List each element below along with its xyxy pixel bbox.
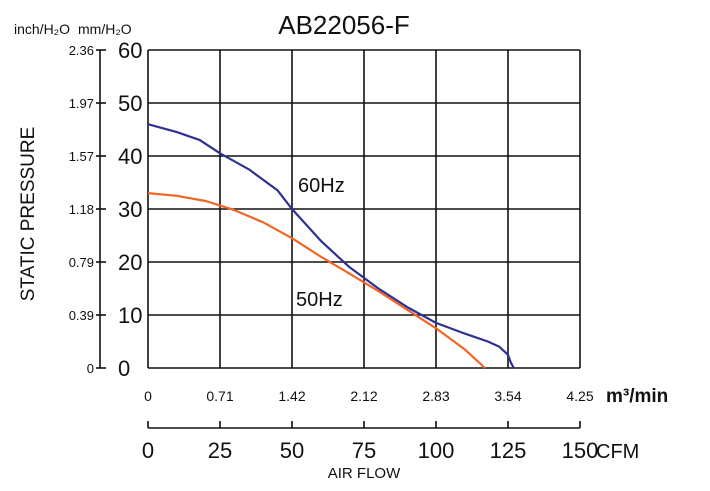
y-tick-label-inch: 0: [87, 361, 94, 376]
y-tick-label-inch: 0.39: [69, 308, 94, 323]
y-axis: 60 2.36 50 1.97 40 1.57 30 1.18 20 0.79 10 0.39 0 0: [69, 38, 143, 381]
x-tick-label-m3: 2.83: [422, 388, 449, 404]
y-tick-label-mm: 20: [118, 250, 142, 275]
chart-title: AB22056-F: [278, 10, 410, 40]
plot-grid: [147, 49, 581, 369]
y-tick-label-inch: 1.18: [69, 202, 94, 217]
y-unit-inch: inch/H₂O: [14, 21, 70, 37]
x-tick-label-m3: 3.54: [494, 388, 521, 404]
series-label-60hz: 60Hz: [298, 175, 345, 197]
x-tick-label-m3: 0: [144, 388, 152, 404]
y-tick-label-inch: 2.36: [69, 43, 94, 58]
y-tick-label-mm: 40: [118, 144, 142, 169]
y-unit-mm: mm/H₂O: [78, 21, 132, 37]
x-unit-cfm: CFM: [596, 441, 639, 463]
x-tick-label-cfm: 150: [562, 438, 599, 463]
y-tick-label-mm: 10: [118, 303, 142, 328]
x-axis: 0 0.71 1.42 2.12 2.83 3.54 4.25 m³/min 0 25 50 75 10…: [142, 386, 668, 463]
series-line-50hz: [147, 192, 486, 369]
series-layer: 60Hz 50Hz: [147, 123, 515, 369]
y-tick-label-inch: 0.79: [69, 255, 94, 270]
series-line-60hz: [147, 123, 515, 369]
x-tick-label-cfm: 125: [490, 438, 527, 463]
y-axis-title: STATIC PRESSURE: [18, 127, 39, 302]
x-tick-label-cfm: 100: [418, 438, 455, 463]
series-label-50hz: 50Hz: [296, 289, 343, 311]
x-tick-label-cfm: 50: [280, 438, 304, 463]
x-tick-label-m3: 1.42: [278, 388, 305, 404]
y-tick-label-mm: 60: [118, 38, 142, 63]
x-tick-label-m3: 4.25: [566, 388, 593, 404]
x-tick-label-cfm: 0: [142, 438, 154, 463]
x-tick-label-cfm: 25: [208, 438, 232, 463]
x-axis-title: AIR FLOW: [328, 465, 401, 482]
x-unit-m3: m³/min: [606, 386, 668, 407]
y-tick-label-mm: 0: [118, 356, 130, 381]
x-tick-label-m3: 2.12: [350, 388, 377, 404]
y-tick-label-mm: 30: [118, 197, 142, 222]
x-tick-label-cfm: 75: [352, 438, 376, 463]
y-tick-label-mm: 50: [118, 91, 142, 116]
y-tick-label-inch: 1.57: [69, 149, 94, 164]
y-tick-label-inch: 1.97: [69, 96, 94, 111]
x-tick-label-m3: 0.71: [206, 388, 233, 404]
